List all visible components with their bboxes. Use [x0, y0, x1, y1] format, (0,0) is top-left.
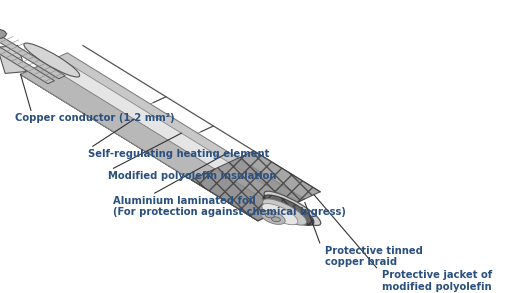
Ellipse shape [271, 217, 280, 222]
Ellipse shape [263, 195, 314, 225]
Text: Modified polyolefin insulation: Modified polyolefin insulation [108, 171, 277, 181]
Polygon shape [0, 34, 65, 79]
Ellipse shape [260, 210, 285, 224]
Text: Self-regulating heating element: Self-regulating heating element [88, 149, 269, 159]
Polygon shape [0, 39, 55, 84]
Text: Protective tinned
copper braid: Protective tinned copper braid [325, 246, 423, 267]
Ellipse shape [266, 213, 275, 218]
Ellipse shape [262, 204, 298, 225]
Text: Protective jacket of
modified polyolefin: Protective jacket of modified polyolefin [382, 270, 492, 292]
Polygon shape [21, 64, 281, 221]
Ellipse shape [263, 199, 307, 225]
Polygon shape [21, 53, 305, 221]
Text: Copper conductor (1.2 mm²): Copper conductor (1.2 mm²) [16, 113, 175, 123]
Ellipse shape [0, 29, 6, 39]
Ellipse shape [264, 191, 321, 226]
Text: Aluminium laminated foil
(For protection against chemical ingress): Aluminium laminated foil (For protection… [114, 196, 346, 217]
Polygon shape [0, 45, 26, 74]
Polygon shape [21, 57, 295, 221]
Polygon shape [21, 60, 289, 221]
Ellipse shape [24, 43, 80, 77]
Polygon shape [191, 151, 320, 221]
